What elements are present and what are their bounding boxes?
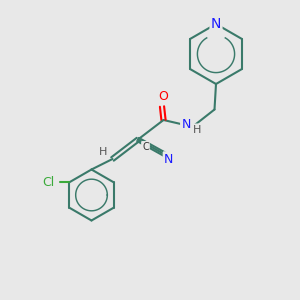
Text: Cl: Cl — [42, 176, 55, 189]
Text: H: H — [99, 146, 108, 157]
Text: N: N — [211, 17, 221, 31]
Text: C: C — [142, 142, 149, 152]
Text: N: N — [164, 152, 173, 166]
Text: O: O — [159, 89, 168, 103]
Text: H: H — [193, 124, 201, 135]
Text: N: N — [181, 118, 191, 131]
